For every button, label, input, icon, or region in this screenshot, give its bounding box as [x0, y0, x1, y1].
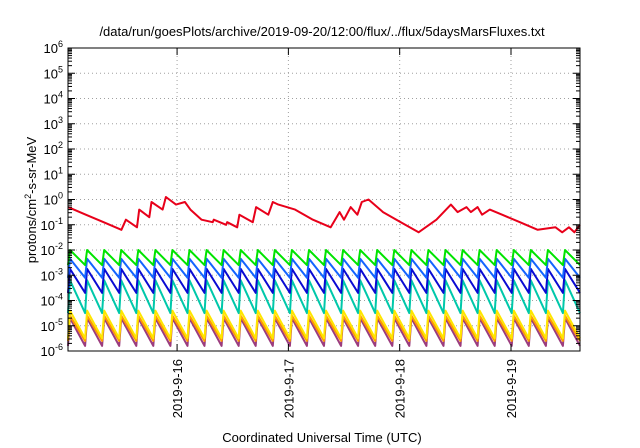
- y-tick-base: 10: [41, 243, 55, 258]
- y-tick-exponent: 1: [58, 165, 63, 175]
- y-tick-exponent: 2: [58, 140, 63, 150]
- y-tick-exponent: 5: [58, 64, 63, 74]
- x-axis-label: Coordinated Universal Time (UTC): [222, 430, 421, 445]
- x-tick-label: 2019-9-17: [281, 359, 296, 418]
- y-axis-label: protons/cm2-s-sr-MeV: [23, 136, 39, 263]
- y-tick-exponent: 0: [58, 191, 63, 201]
- y-axis: 10-610-510-410-310-210-11001011021031041…: [41, 39, 580, 359]
- series-line: [67, 309, 581, 340]
- y-tick-exponent: -1: [55, 216, 63, 226]
- x-axis: 2019-9-16 2019-9-17 2019-9-18 2019-9-19: [170, 48, 519, 418]
- series-line: [67, 267, 581, 294]
- y-tick-base: 10: [44, 66, 58, 81]
- y-tick-label: 10-3: [41, 266, 63, 283]
- y-tick-label: 10-6: [41, 342, 63, 359]
- x-tick-label: 2019-9-19: [504, 359, 519, 418]
- y-tick-exponent: 3: [58, 115, 63, 125]
- y-tick-label: 10-5: [41, 317, 63, 334]
- y-axis-label-part1: protons/cm: [24, 199, 39, 263]
- y-tick-base: 10: [44, 92, 58, 107]
- y-tick-exponent: -3: [55, 266, 63, 276]
- y-tick-label: 100: [44, 191, 63, 208]
- y-tick-exponent: -5: [55, 317, 63, 327]
- y-axis-label-sup: 2: [23, 194, 33, 199]
- y-tick-base: 10: [41, 294, 55, 309]
- series-line: [67, 279, 581, 315]
- series-line: [67, 249, 581, 267]
- x-tick-label: 2019-9-16: [170, 359, 185, 418]
- y-tick-label: 102: [44, 140, 63, 157]
- y-tick-base: 10: [44, 193, 58, 208]
- y-tick-base: 10: [44, 117, 58, 132]
- y-tick-label: 10-1: [41, 216, 63, 233]
- y-tick-base: 10: [41, 268, 55, 283]
- y-tick-base: 10: [41, 344, 55, 359]
- series-line: [67, 257, 581, 279]
- y-tick-label: 10-4: [41, 292, 63, 309]
- y-tick-label: 104: [44, 90, 63, 107]
- y-tick-exponent: -6: [55, 342, 63, 352]
- y-tick-label: 105: [44, 64, 63, 81]
- y-tick-base: 10: [44, 142, 58, 157]
- y-tick-label: 106: [44, 39, 63, 56]
- y-tick-label: 103: [44, 115, 63, 132]
- series-line: [67, 196, 581, 234]
- y-tick-exponent: 4: [58, 90, 63, 100]
- series-line: [67, 317, 581, 347]
- y-tick-exponent: -4: [55, 292, 63, 302]
- y-tick-label: 10-2: [41, 241, 63, 258]
- series-line: [67, 314, 581, 342]
- series-layer: [67, 196, 581, 347]
- y-tick-base: 10: [41, 319, 55, 334]
- chart-title: /data/run/goesPlots/archive/2019-09-20/1…: [99, 24, 545, 39]
- y-tick-base: 10: [41, 218, 55, 233]
- y-axis-label-part2: -s-sr-MeV: [24, 136, 39, 193]
- y-tick-exponent: 6: [58, 39, 63, 49]
- x-tick-label: 2019-9-18: [393, 359, 408, 418]
- y-tick-exponent: -2: [55, 241, 63, 251]
- y-tick-base: 10: [44, 167, 58, 182]
- y-tick-base: 10: [44, 41, 58, 56]
- y-tick-label: 101: [44, 165, 63, 182]
